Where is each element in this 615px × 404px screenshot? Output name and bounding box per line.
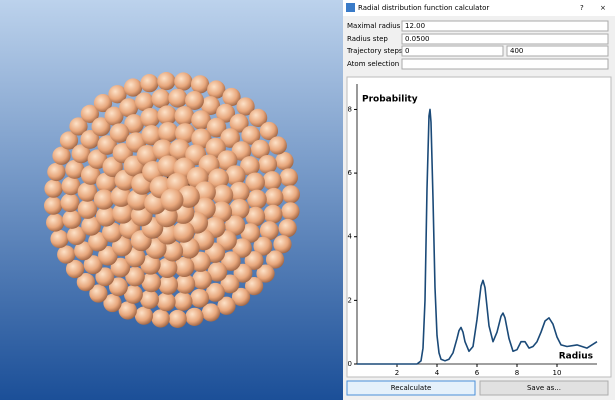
form-label: Maximal radius	[347, 22, 401, 30]
atom	[157, 72, 175, 90]
atom	[247, 190, 267, 210]
window-title: Radial distribution function calculator	[358, 4, 489, 12]
input-value: 12.00	[405, 22, 425, 30]
atom	[61, 193, 80, 212]
atom	[190, 289, 209, 308]
atom	[185, 308, 203, 326]
atom	[140, 108, 160, 128]
y-axis-label: Probability	[362, 95, 418, 105]
atom	[174, 292, 193, 311]
chart-frame	[347, 77, 611, 377]
atom	[140, 74, 158, 92]
x-tick-label: 4	[435, 369, 440, 377]
atom	[57, 245, 75, 263]
input-value: 400	[510, 47, 523, 55]
atom	[280, 168, 298, 186]
input[interactable]	[402, 59, 608, 69]
help-button[interactable]: ?	[580, 4, 584, 12]
y-tick-label: 0	[348, 360, 352, 368]
atom	[135, 307, 153, 325]
atom	[168, 89, 187, 108]
atom	[281, 202, 299, 220]
atom	[50, 230, 68, 248]
atom	[192, 270, 212, 290]
x-tick-label: 8	[515, 369, 519, 377]
atom	[152, 89, 171, 108]
input-value: 0	[405, 47, 409, 55]
y-tick-label: 6	[348, 169, 353, 177]
x-axis-label: Radius	[559, 352, 593, 362]
atom	[169, 310, 187, 328]
atom	[174, 72, 192, 90]
atom	[282, 185, 300, 203]
atom	[279, 219, 297, 237]
atom	[157, 292, 176, 311]
button-label: Recalculate	[391, 384, 432, 392]
form-label: Radius step	[347, 35, 388, 43]
atom	[47, 163, 65, 181]
atom	[94, 189, 114, 209]
x-tick-label: 2	[395, 369, 399, 377]
input[interactable]	[402, 46, 503, 56]
atom	[158, 275, 178, 295]
x-tick-label: 10	[553, 369, 562, 377]
atom	[269, 136, 287, 154]
form-label: Atom selection	[347, 60, 399, 68]
molecule	[44, 72, 300, 328]
input-value: 0.0500	[405, 35, 430, 43]
atom	[161, 189, 184, 212]
atom	[263, 171, 282, 190]
atom	[140, 290, 159, 309]
atom	[265, 188, 284, 207]
y-tick-label: 2	[348, 296, 352, 304]
y-tick-label: 4	[348, 233, 353, 241]
atom	[258, 155, 277, 174]
app-icon	[346, 3, 355, 12]
atom	[157, 105, 177, 125]
button-label: Save as...	[527, 384, 561, 392]
atom	[191, 75, 209, 93]
atom	[46, 213, 64, 231]
atom	[175, 106, 195, 126]
atom	[173, 221, 195, 243]
input[interactable]	[402, 21, 608, 31]
close-button[interactable]: ×	[600, 4, 606, 12]
x-tick-label: 6	[475, 369, 480, 377]
input[interactable]	[402, 34, 608, 44]
atom	[176, 274, 196, 294]
atom	[275, 152, 293, 170]
y-tick-label: 8	[348, 105, 352, 113]
atom	[44, 197, 62, 215]
atom	[152, 309, 170, 327]
atom	[264, 205, 283, 224]
atom	[44, 180, 62, 198]
